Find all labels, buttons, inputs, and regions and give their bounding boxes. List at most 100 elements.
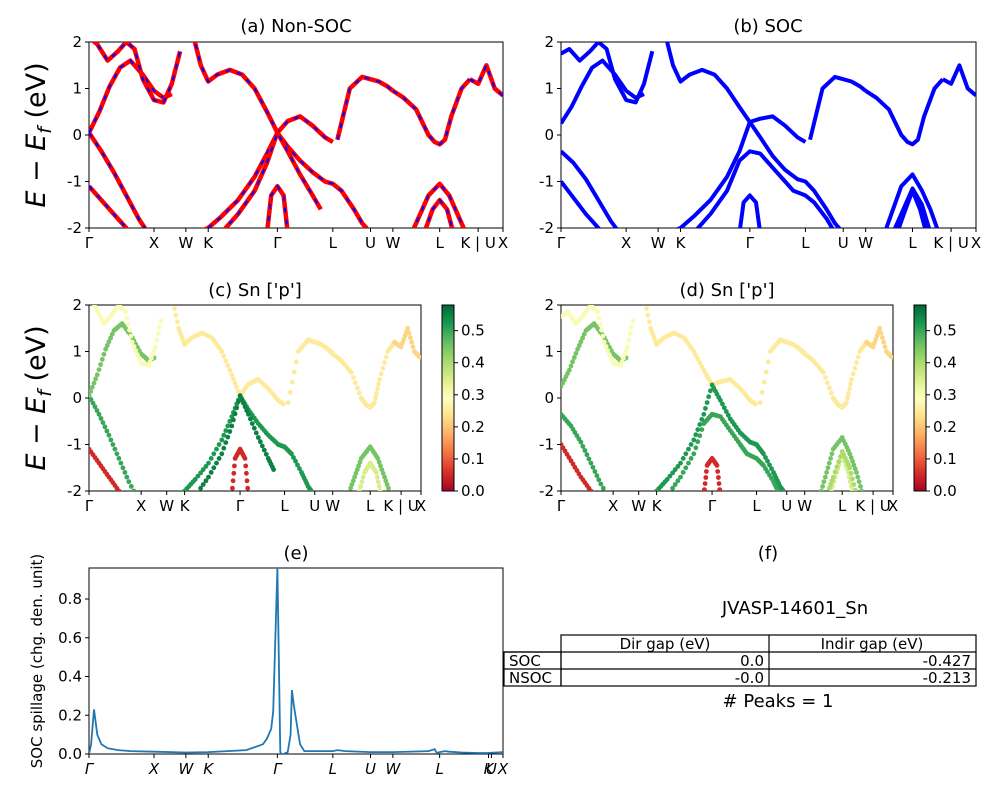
point-d-band7 (675, 478, 681, 484)
point-d-band12 (847, 451, 853, 457)
point-d-band4 (605, 348, 611, 353)
point-d-band10 (828, 390, 834, 396)
ytick-label-e-3: 0.6 (58, 629, 82, 647)
point-d-band6 (708, 388, 713, 394)
point-c-band4 (131, 344, 137, 349)
band-a-band7 (222, 130, 323, 228)
xtick-label-d-10: X (888, 497, 898, 515)
point-d-band12 (858, 484, 863, 489)
point-c-band7 (263, 451, 269, 457)
point-c-band4 (146, 363, 152, 368)
band-a-band12 (411, 181, 467, 228)
point-d-band14 (850, 476, 855, 482)
point-d-band3 (566, 367, 572, 373)
point-c-band5 (227, 367, 233, 373)
point-d-band6 (680, 456, 686, 461)
colorbar-c: 0.0 0.1 0.2 0.3 0.4 0.5 (441, 304, 485, 500)
point-c-band12 (382, 474, 387, 480)
point-c-band5 (225, 363, 231, 368)
xtick-label-e-7: W (385, 760, 401, 778)
xtick-label-a-6: U (365, 234, 376, 252)
ytick-label-d-4: 2 (544, 296, 554, 314)
point-d-band4 (608, 356, 614, 362)
point-d-band7 (695, 439, 701, 445)
point-c-band6 (208, 456, 214, 461)
point-d-band6 (675, 464, 681, 469)
point-c-band7 (257, 439, 263, 445)
point-c-band3 (89, 389, 94, 394)
xtick-label-b-4: Γ (746, 234, 755, 252)
point-c-band4 (150, 351, 156, 357)
ytick-label-a-4: 2 (72, 33, 82, 51)
point-d-band10 (849, 377, 854, 382)
xtick-label-b-7: W (858, 234, 873, 252)
point-c-band6 (227, 418, 233, 424)
point-c-band5 (172, 306, 178, 312)
point-d-band2 (596, 477, 602, 483)
point-c-band3 (103, 346, 108, 352)
point-d-band5 (691, 349, 697, 354)
point-d-band10 (846, 391, 851, 396)
xtick-label-e-9: K (484, 760, 495, 778)
cbar-c-tick-label-5: 0.5 (461, 322, 485, 340)
peaks-count: # Peaks = 1 (723, 691, 834, 712)
xtick-label-d-8: L (838, 497, 847, 515)
band-a-dash-band9 (336, 75, 394, 140)
point-c-band7 (259, 443, 265, 449)
band-a-band4 (91, 42, 183, 105)
cbar-c-tick-label-4: 0.4 (461, 354, 485, 372)
point-c-band13 (360, 474, 366, 480)
point-c-band13 (358, 484, 363, 489)
point-c-band5 (280, 401, 286, 407)
ytick-label-d-1: -1 (539, 436, 554, 454)
point-c-band12 (352, 474, 357, 480)
point-d-band2 (600, 485, 606, 491)
point-c-band9 (287, 390, 293, 395)
point-d-band12 (822, 474, 828, 480)
point-d-band12 (820, 484, 825, 489)
point-d-band14 (836, 459, 841, 465)
xtick-label-c-3: K (180, 497, 191, 515)
point-d-band14 (828, 482, 833, 487)
title-f: (f) (758, 543, 778, 564)
cbar-d-tick-label-3: 0.3 (933, 386, 957, 404)
band-a-dash-band3 (89, 59, 173, 134)
point-c-band6 (198, 470, 204, 476)
point-d-band6 (678, 460, 683, 466)
point-c-band2 (110, 442, 116, 447)
point-c-band8 (244, 470, 249, 476)
xtick-label-b-6: U (838, 234, 849, 252)
point-c-band5 (173, 312, 179, 318)
point-c-band10 (376, 381, 381, 387)
point-d-band6 (693, 432, 699, 438)
point-d-band7 (672, 482, 678, 487)
point-c-band10 (354, 385, 360, 391)
point-d-band7 (680, 470, 686, 475)
point-c-band4 (149, 355, 154, 361)
point-d-band4 (607, 352, 612, 358)
point-d-band7 (699, 427, 705, 432)
ytick-label-e-2: 0.4 (58, 668, 82, 686)
point-c-band2 (114, 451, 120, 457)
xtick-label-a-9: K | U (460, 234, 495, 252)
point-c-band6 (297, 466, 302, 472)
point-d-band8 (702, 487, 707, 491)
point-d-band6 (720, 401, 725, 407)
point-c-band4 (125, 321, 131, 327)
point-c-band12 (386, 485, 391, 491)
xtick-label-c-7: W (325, 497, 340, 515)
point-c-band3 (101, 351, 107, 357)
spillage-line (89, 568, 503, 754)
point-d-band11 (889, 354, 893, 360)
ytick-label-c-3: 1 (72, 343, 82, 361)
point-d-band5 (699, 364, 705, 369)
point-d-band14 (834, 464, 840, 470)
xtick-label-c-9: K | U (383, 497, 418, 515)
point-d-band6 (691, 437, 697, 443)
point-d-band8 (703, 475, 709, 480)
point-c-band12 (378, 463, 383, 469)
point-d-band6 (701, 411, 707, 417)
point-c-band2 (96, 411, 102, 417)
xtick-label-d-9: K | U (855, 497, 890, 515)
point-c-band13 (373, 470, 379, 475)
